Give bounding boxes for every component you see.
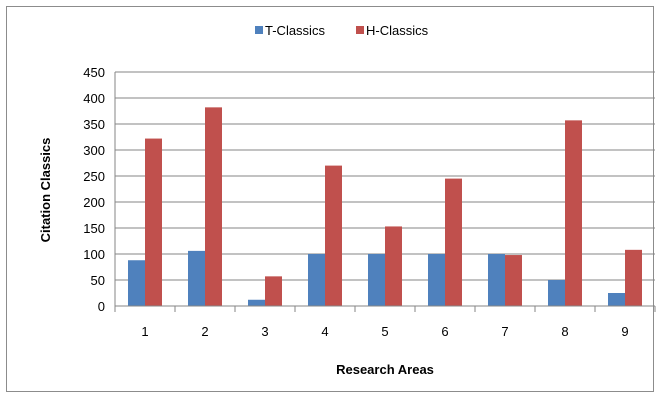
legend: T-Classics H-Classics: [255, 23, 429, 38]
y-tick-label: 300: [83, 143, 105, 158]
x-axis-ticks: 1 2 3 4 5 6 7 8 9: [114, 305, 656, 339]
bar-t-classics-9: [608, 293, 625, 306]
x-tick-label: 9: [621, 324, 628, 339]
y-tick-label: 50: [91, 273, 105, 288]
bar-h-classics-2: [205, 107, 222, 306]
bar-t-classics-8: [548, 280, 565, 306]
x-tick-label: 2: [201, 324, 208, 339]
bar-t-classics-5: [368, 254, 385, 306]
bar-h-classics-1: [145, 138, 162, 306]
bar-h-classics-7: [505, 255, 522, 306]
y-axis-label: Citation Classics: [38, 138, 53, 243]
y-tick-label: 200: [83, 195, 105, 210]
y-tick-label: 100: [83, 247, 105, 262]
bar-t-classics-2: [188, 250, 205, 306]
x-tick-label: 3: [261, 324, 268, 339]
y-tick-label: 0: [98, 299, 105, 314]
x-tick-label: 1: [141, 324, 148, 339]
bar-t-classics-4: [308, 254, 325, 306]
bar-t-classics-6: [428, 254, 445, 306]
x-tick-label: 7: [501, 324, 508, 339]
legend-swatch-t-classics: [255, 26, 263, 34]
bar-h-classics-5: [385, 226, 402, 306]
bar-t-classics-3: [248, 299, 265, 306]
x-axis-label: Research Areas: [336, 362, 434, 377]
y-tick-label: 400: [83, 91, 105, 106]
y-tick-label: 350: [83, 117, 105, 132]
y-tick-label: 450: [83, 65, 105, 80]
bar-t-classics-1: [128, 260, 145, 306]
bar-h-classics-6: [445, 178, 462, 306]
bar-h-classics-9: [625, 249, 642, 306]
y-tick-label: 250: [83, 169, 105, 184]
x-tick-label: 6: [441, 324, 448, 339]
legend-swatch-h-classics: [356, 26, 364, 34]
bar-h-classics-3: [265, 276, 282, 306]
bars: [128, 107, 642, 306]
legend-label-h-classics: H-Classics: [366, 23, 429, 38]
x-tick-label: 5: [381, 324, 388, 339]
bar-h-classics-4: [325, 165, 342, 306]
bar-h-classics-8: [565, 120, 582, 306]
y-tick-label: 150: [83, 221, 105, 236]
legend-label-t-classics: T-Classics: [265, 23, 325, 38]
y-axis-ticks: 0 50 100 150 200 250 300 350 400 450: [83, 65, 105, 314]
bar-t-classics-7: [488, 254, 505, 306]
x-tick-label: 4: [321, 324, 328, 339]
x-tick-label: 8: [561, 324, 568, 339]
